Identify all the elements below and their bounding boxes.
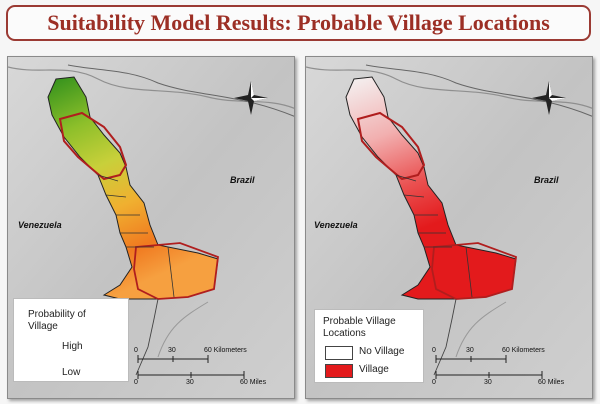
legend-high-label: High [62,341,83,352]
title-banner: Suitability Model Results: Probable Vill… [6,5,591,41]
village-label: Village [359,364,389,375]
red-zone [58,111,128,181]
village-map-panel: Brazil Venezuela Probable Village Locati… [305,56,593,399]
river [157,301,209,358]
scale-km-0: 0 [432,347,436,354]
label-brazil: Brazil [534,175,559,185]
river [135,298,159,376]
scale-mi-30: 30 [186,379,194,386]
red-zone [133,242,219,300]
scale-km-30: 30 [168,347,176,354]
no-village-swatch [325,346,353,360]
probability-map-panel: Brazil Venezuela Probability of Village … [7,56,295,399]
legend-title-line2: Locations [323,328,366,339]
probability-legend: Probability of Village High Low [13,298,129,382]
scale-km-60: 60 Kilometers [204,347,247,354]
scale-mi-0: 0 [134,379,138,386]
label-venezuela: Venezuela [314,220,358,230]
label-venezuela: Venezuela [18,220,62,230]
zone-line [395,174,473,298]
village-swatch [325,364,353,378]
legend-title-line2: Village [28,321,58,332]
legend-low-label: Low [62,367,81,378]
no-village-label: No Village [359,346,405,357]
red-zone [356,111,426,181]
scale-mi-0: 0 [432,379,436,386]
scale-km-60: 60 Kilometers [502,347,545,354]
scale-mi-60: 60 Miles [240,379,267,386]
scale-bar [435,355,543,379]
river [433,298,457,376]
village-legend: Probable Village Locations No Village Vi… [314,309,424,383]
scale-km-30: 30 [466,347,474,354]
scale-mi-60: 60 Miles [538,379,565,386]
river [455,301,507,358]
map-title: Suitability Model Results: Probable Vill… [47,10,550,35]
scale-mi-30: 30 [484,379,492,386]
scale-km-0: 0 [134,347,138,354]
legend-title-line1: Probability of [28,309,86,320]
red-zone [431,242,517,300]
label-brazil: Brazil [230,175,255,185]
scale-bar [137,355,245,379]
legend-title-line1: Probable Village [323,316,396,327]
zone-line [97,174,175,298]
